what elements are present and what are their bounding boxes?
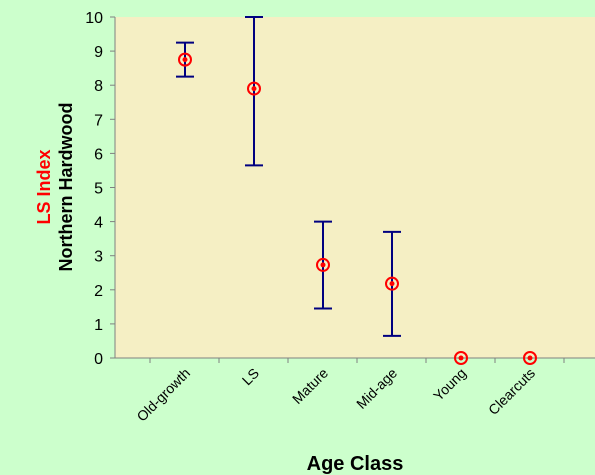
data-point: [454, 351, 468, 365]
data-point: [523, 351, 537, 365]
y-tick-label: 5: [94, 181, 103, 198]
y-tick-label: 4: [94, 215, 103, 232]
plot-area: [115, 17, 595, 358]
data-point-center: [182, 57, 188, 63]
data-point-center: [320, 262, 326, 268]
y-tick-label: 1: [94, 317, 103, 334]
y-tick-label: 2: [94, 283, 103, 300]
data-point-center: [251, 86, 257, 92]
y-tick-label: 8: [94, 78, 103, 95]
y-tick-label: 7: [94, 112, 103, 129]
x-tick-label: Mature: [289, 365, 331, 407]
data-point: [316, 257, 330, 272]
y-axis-title-2: Northern Hardwood: [56, 103, 76, 272]
x-tick-label: LS: [239, 365, 262, 388]
x-tick-label: Clearcuts: [485, 365, 538, 418]
y-axis-title-line-1: LS Index: [34, 149, 54, 224]
y-tick-label: 3: [94, 249, 103, 266]
data-point: [178, 52, 192, 67]
y-tick-label: 9: [94, 44, 103, 61]
y-axis-title: LS Index: [34, 149, 54, 224]
data-point-center: [527, 355, 533, 361]
y-tick-label: 6: [94, 146, 103, 163]
x-tick-label: Young: [430, 365, 469, 404]
data-point: [385, 276, 399, 291]
data-point-center: [458, 355, 464, 361]
y-tick-label: 10: [85, 10, 103, 27]
x-axis-title: Age Class: [307, 453, 404, 475]
data-point: [247, 81, 261, 96]
data-point-center: [389, 281, 395, 287]
y-tick-label: 0: [94, 351, 103, 368]
x-tick-label: Old-growth: [133, 365, 193, 425]
x-tick-label: Mid-age: [353, 365, 400, 412]
